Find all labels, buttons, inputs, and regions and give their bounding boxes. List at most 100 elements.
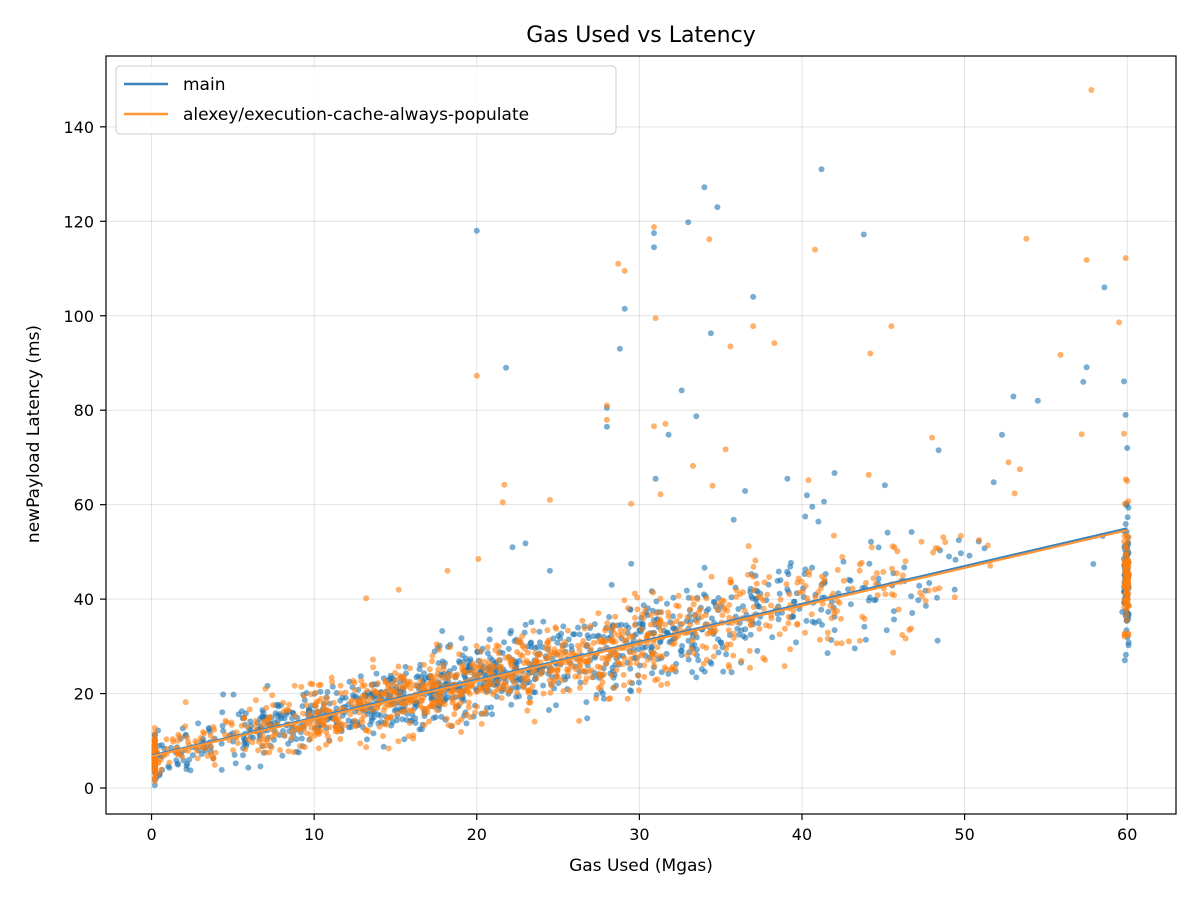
point-main [689,669,696,676]
point-branch [845,638,852,645]
point-branch [867,350,874,357]
point-main [259,713,266,720]
point-branch [388,714,394,721]
point-branch [593,695,599,702]
point-branch [650,589,657,596]
point-branch [472,709,478,716]
point-main [364,736,370,743]
point-branch [501,481,508,488]
point-main [373,670,380,677]
point-branch [899,572,906,579]
point-branch [790,607,797,614]
point-branch [714,606,721,613]
point-branch [890,649,897,656]
point-branch [632,614,638,621]
point-branch [259,742,266,749]
point-branch [781,663,788,670]
point-branch [634,606,641,613]
point-branch [255,738,262,745]
point-branch [640,615,647,622]
point-branch [531,718,538,725]
point-main [715,649,722,656]
point-branch [882,591,889,598]
point-branch [320,706,327,713]
point-branch [752,557,759,564]
point-branch [291,682,298,689]
point-branch [451,693,458,700]
point-branch [471,668,478,675]
point-branch [455,719,462,726]
point-branch [456,651,463,658]
point-main [1122,521,1129,527]
point-main [577,679,584,686]
point-main [861,623,868,630]
point-main [735,606,742,612]
point-branch [185,747,192,754]
point-branch [599,679,606,686]
point-branch [337,736,344,742]
point-branch [238,722,245,729]
point-branch [511,680,518,687]
point-main [769,634,776,641]
point-branch [241,715,248,721]
point-main [278,715,285,722]
point-branch [151,725,158,731]
point-branch [834,566,841,573]
point-branch [650,658,657,665]
point-branch [724,607,731,614]
point-main [189,752,196,759]
point-main [1125,642,1132,649]
point-main [232,760,239,767]
point-branch [794,620,801,627]
point-branch [781,625,788,632]
point-branch [638,652,645,659]
point-main [458,635,465,642]
point-main [583,699,590,706]
point-branch [720,598,727,605]
point-branch [433,707,440,714]
y-tick-label: 40 [74,590,94,609]
point-branch [657,616,664,623]
point-main [872,596,879,603]
point-main [416,666,423,673]
point-branch [385,683,392,690]
point-branch [326,724,333,731]
point-main [584,715,591,722]
point-branch [469,682,475,689]
point-branch [323,741,329,748]
point-branch [1121,538,1128,545]
point-branch [451,711,458,718]
point-main [456,658,463,665]
point-main [357,673,364,680]
point-main [1122,411,1129,418]
point-branch [342,721,349,728]
point-main [809,503,816,510]
point-main [536,639,543,646]
point-branch [1078,431,1085,438]
point-branch [330,699,337,706]
point-branch [395,586,402,593]
point-branch [337,682,344,689]
point-main [393,717,400,724]
x-tick-label: 20 [467,825,487,844]
point-branch [738,657,745,664]
point-main [825,608,832,615]
point-branch [204,753,211,759]
point-main [815,618,822,625]
point-main [711,598,717,605]
point-branch [690,650,697,657]
point-branch [369,707,376,713]
point-branch [1125,576,1132,583]
point-branch [951,594,958,601]
point-branch [388,701,395,708]
point-branch [151,778,158,785]
point-branch [656,653,663,660]
point-branch [524,707,531,714]
point-branch [440,666,447,673]
point-branch [631,649,638,656]
point-main [934,594,940,601]
point-branch [296,743,303,749]
point-branch [479,711,486,717]
y-tick-label: 80 [74,401,94,420]
